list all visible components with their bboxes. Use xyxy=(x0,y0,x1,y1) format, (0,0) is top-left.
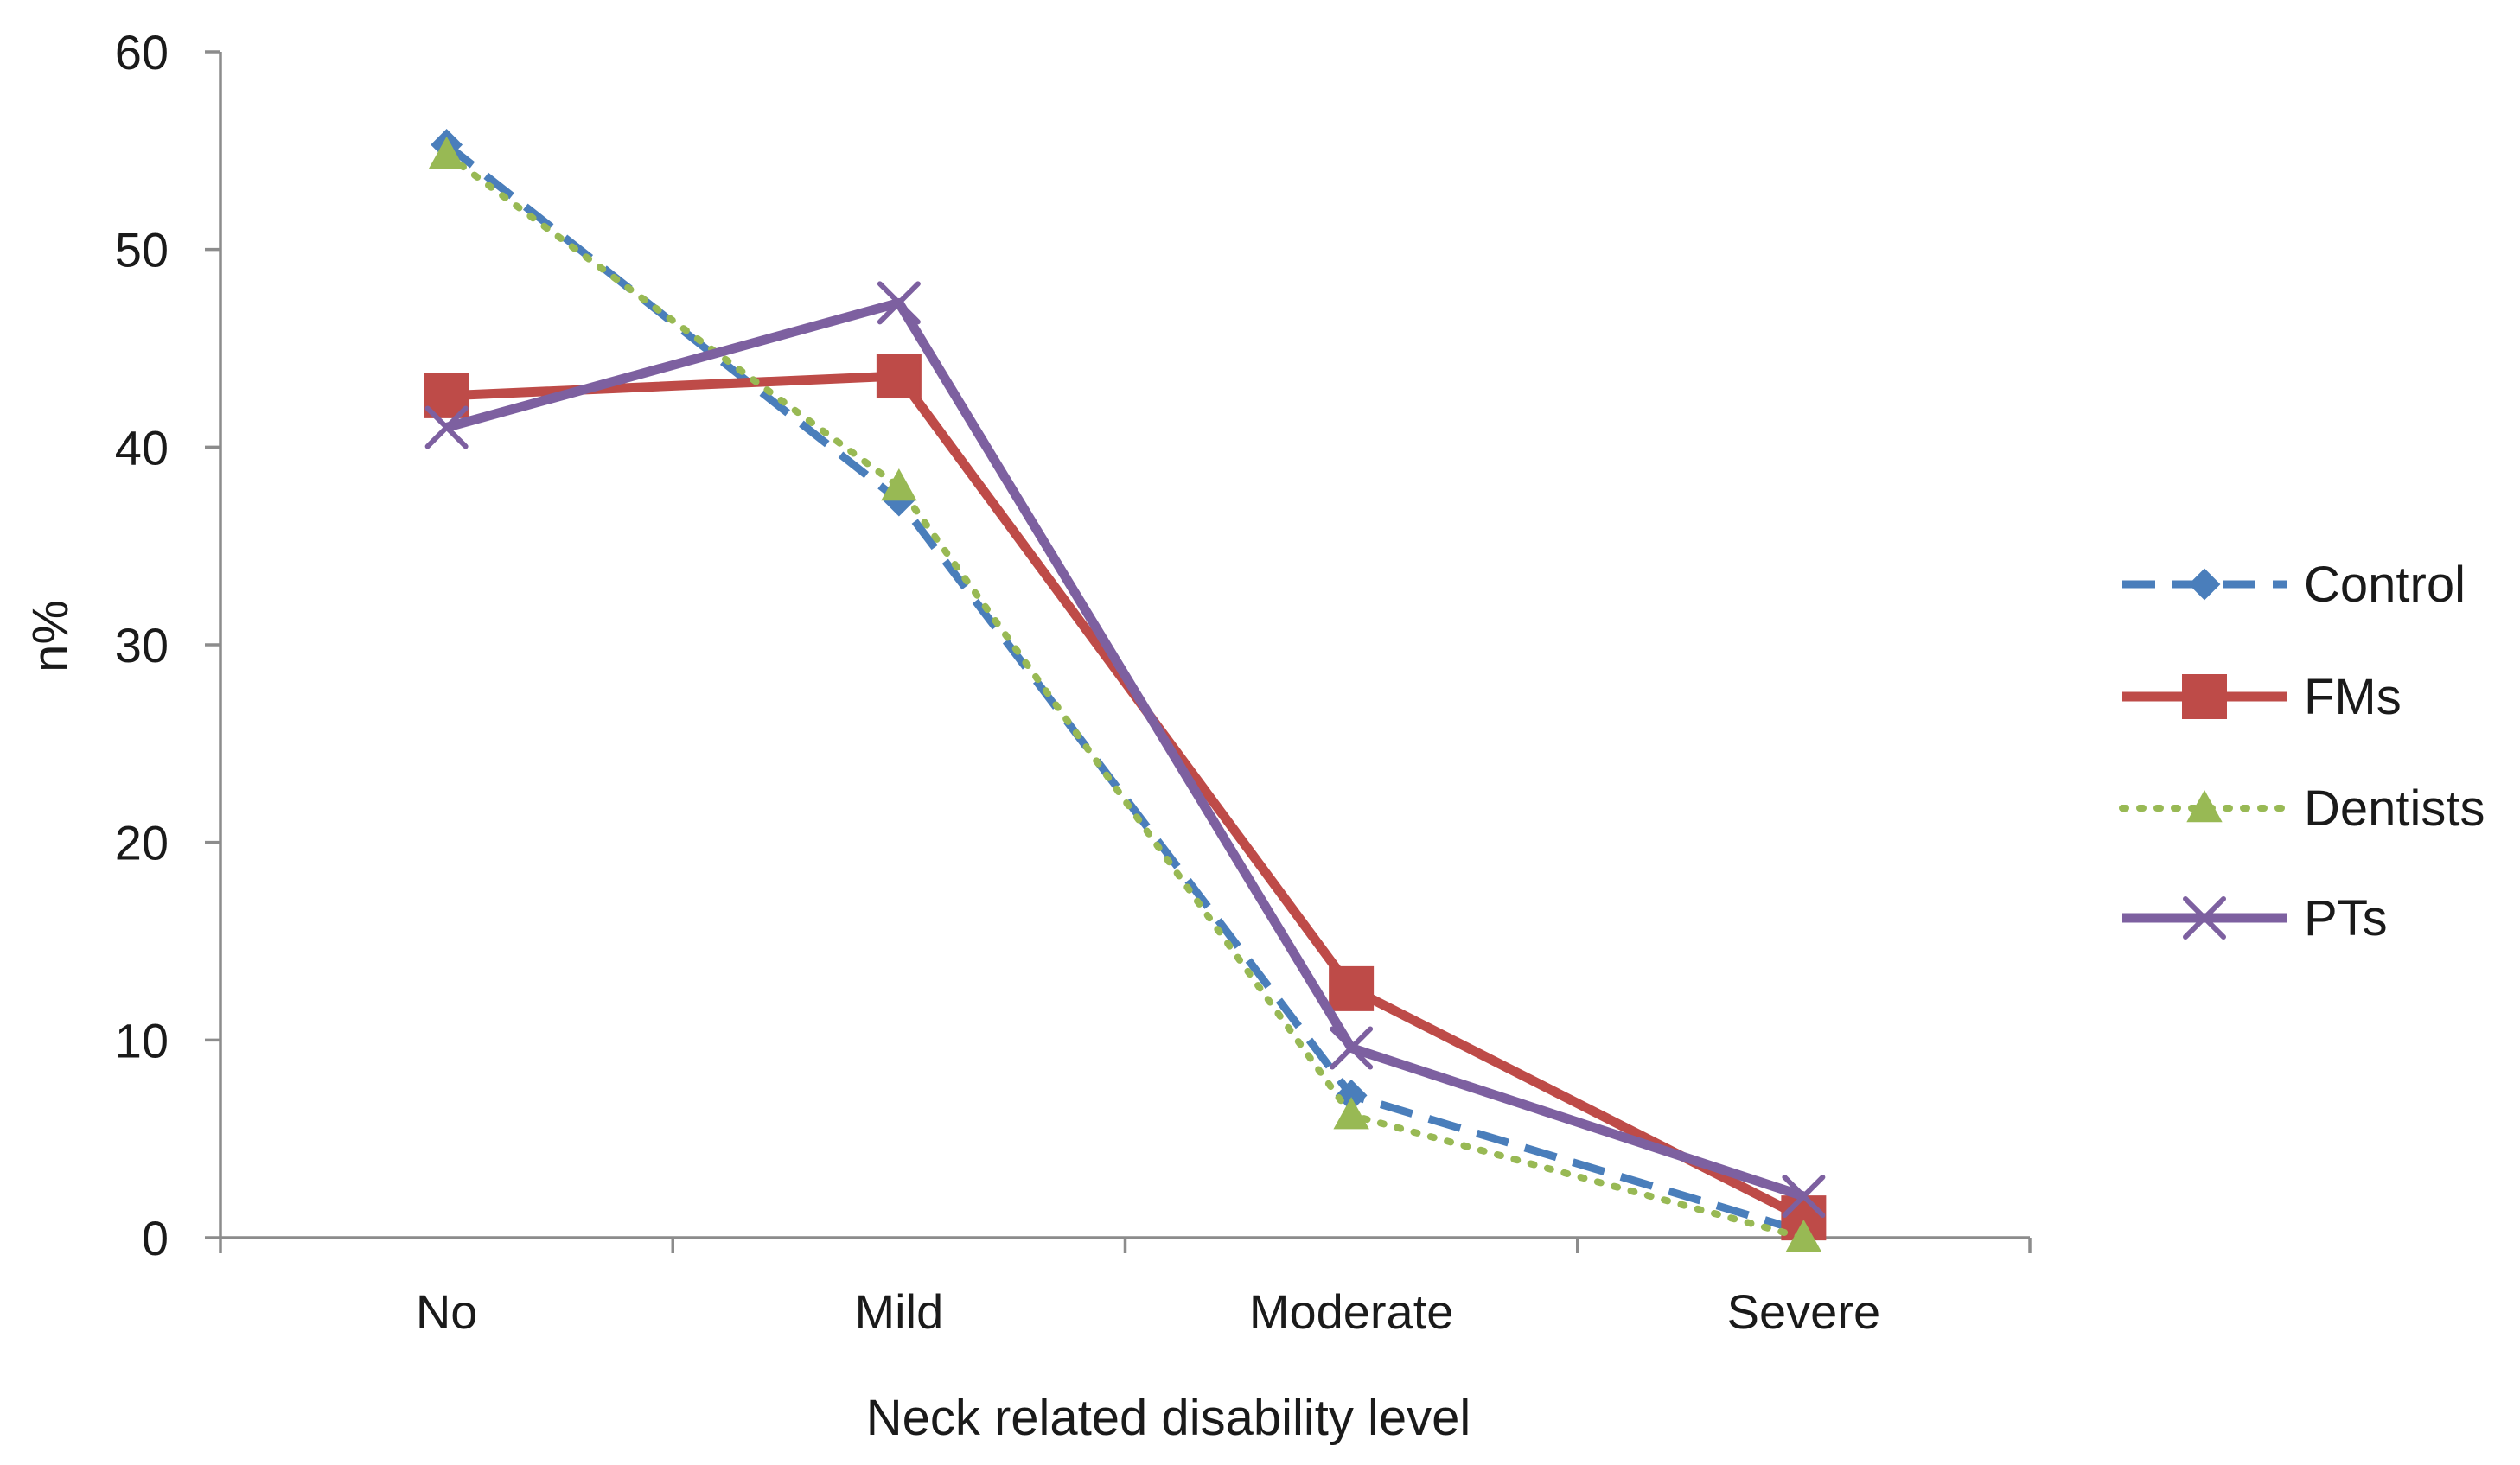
legend-item-control: Control xyxy=(2122,557,2466,613)
series-line-fms xyxy=(446,371,1806,1223)
data-point-dentists xyxy=(1333,1097,1369,1130)
legend-marker-pts xyxy=(2183,896,2226,940)
legend-item-dentists: Dentists xyxy=(2119,780,2485,837)
legend-item-fms: FMs xyxy=(2122,669,2402,725)
y-axis-title: n% xyxy=(22,600,79,672)
series-fms xyxy=(424,354,1827,1241)
series-dentists xyxy=(428,136,1822,1252)
series-layer xyxy=(424,129,1827,1252)
x-tick-label: No xyxy=(416,1284,478,1339)
legend-marker-control xyxy=(2188,568,2221,601)
y-tick-label: 60 xyxy=(115,25,169,80)
legend-label-dentists: Dentists xyxy=(2304,780,2485,837)
legend-item-pts: PTs xyxy=(2122,890,2388,946)
y-tick-label: 40 xyxy=(115,420,169,475)
data-point-pts xyxy=(877,281,921,325)
x-axis: No Mild Moderate Severe xyxy=(219,1236,2032,1339)
x-tick-label: Mild xyxy=(855,1284,944,1339)
legend-label-fms: FMs xyxy=(2304,669,2402,725)
series-line-control xyxy=(443,141,1805,1236)
x-tick-label: Severe xyxy=(1727,1284,1880,1339)
y-tick-label: 10 xyxy=(115,1013,169,1067)
legend: Control FMs Dentists PTs xyxy=(2119,557,2485,946)
y-tick-label: 30 xyxy=(115,618,169,672)
data-point-fms xyxy=(1329,965,1375,1011)
y-tick-label: 0 xyxy=(142,1211,169,1265)
legend-marker-fms xyxy=(2182,674,2227,719)
data-point-pts xyxy=(1782,1174,1826,1218)
data-point-pts xyxy=(424,405,469,449)
x-tick-label: Moderate xyxy=(1249,1284,1454,1339)
x-axis-title: Neck related disability level xyxy=(866,1390,1471,1446)
data-point-dentists xyxy=(881,468,917,501)
legend-marker-dentists xyxy=(2186,789,2223,823)
y-tick-label: 50 xyxy=(115,223,169,277)
legend-label-pts: PTs xyxy=(2304,890,2388,946)
data-point-pts xyxy=(1330,1026,1374,1070)
series-line-pts xyxy=(445,297,1806,1201)
series-line-dentists xyxy=(443,150,1808,1241)
y-axis: 0 10 20 30 40 50 60 xyxy=(115,25,222,1265)
data-point-dentists xyxy=(1785,1219,1822,1252)
legend-label-control: Control xyxy=(2304,557,2466,613)
series-pts xyxy=(424,281,1826,1218)
data-point-dentists xyxy=(428,136,465,169)
data-point-fms xyxy=(876,354,922,399)
y-tick-label: 20 xyxy=(115,816,169,870)
